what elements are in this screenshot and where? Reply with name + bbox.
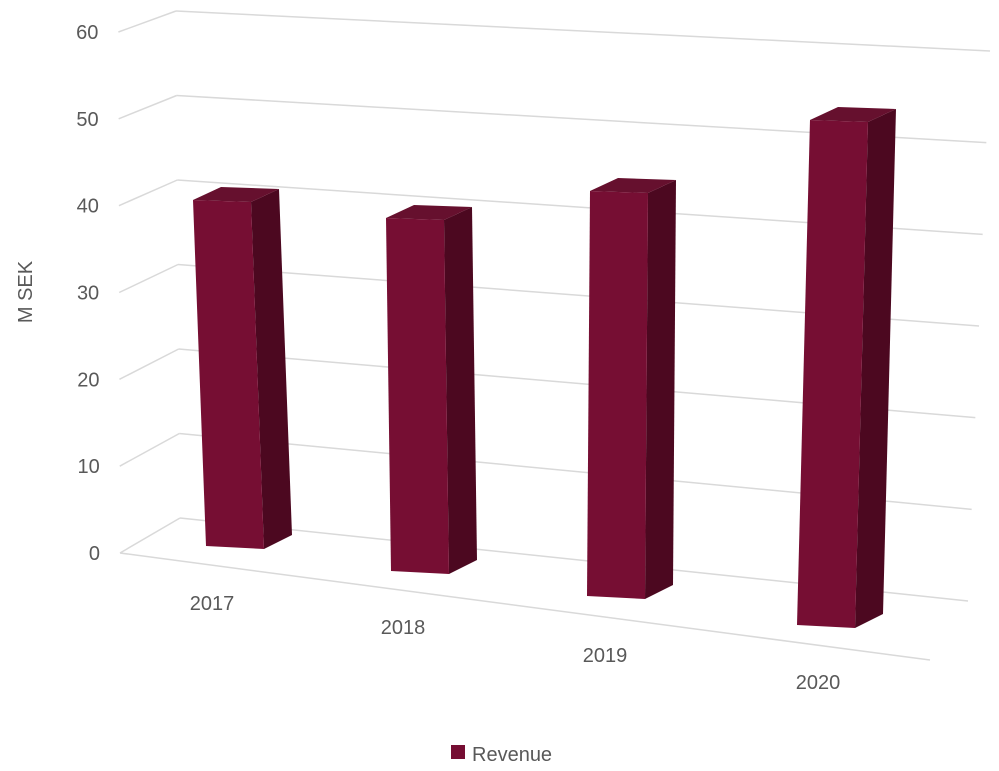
gridline-side (118, 179, 178, 207)
x-tick-label: 2020 (796, 672, 841, 694)
gridline-side (118, 263, 179, 294)
y-tick-label: 20 (77, 369, 99, 391)
bar-side (855, 109, 896, 628)
bar-top (193, 187, 279, 202)
y-axis-ticks: 0 10 20 30 40 50 60 (76, 22, 100, 565)
gridline-back (175, 10, 991, 52)
legend: Revenue (451, 744, 552, 766)
bar-front (797, 120, 868, 628)
bar-front (386, 218, 449, 574)
bar-front (193, 200, 264, 549)
y-tick-label: 50 (76, 109, 98, 131)
bar-2019 (587, 178, 676, 599)
y-tick-label: 10 (77, 456, 99, 478)
gridline-side (119, 517, 181, 554)
y-tick-label: 30 (77, 283, 99, 305)
gridline-side (118, 94, 177, 120)
y-tick-label: 0 (89, 543, 100, 565)
y-tick-label: 60 (76, 22, 98, 44)
bar-side (444, 207, 477, 574)
x-tick-label: 2018 (381, 617, 426, 639)
bar-side (645, 180, 676, 599)
y-tick-label: 40 (77, 196, 99, 218)
bar-top (386, 205, 472, 220)
gridline-side (119, 432, 180, 467)
x-tick-label: 2017 (190, 593, 235, 615)
bar-2017 (193, 187, 292, 549)
bar-side (251, 189, 292, 549)
y-axis-label: M SEK (15, 260, 37, 323)
legend-swatch-revenue (451, 745, 465, 759)
bar-2020 (797, 107, 896, 628)
gridline-side (118, 10, 177, 33)
legend-label-revenue: Revenue (472, 744, 552, 766)
x-axis-labels: 2017 2018 2019 2020 (190, 593, 841, 694)
bar-top (590, 178, 676, 193)
gridlines (118, 10, 991, 661)
floor-edge (119, 552, 931, 661)
bar-2018 (386, 205, 477, 574)
bar-top (810, 107, 896, 122)
bars (193, 107, 896, 628)
bar-front (587, 191, 648, 599)
gridline-side (119, 348, 180, 381)
x-tick-label: 2019 (583, 645, 628, 667)
